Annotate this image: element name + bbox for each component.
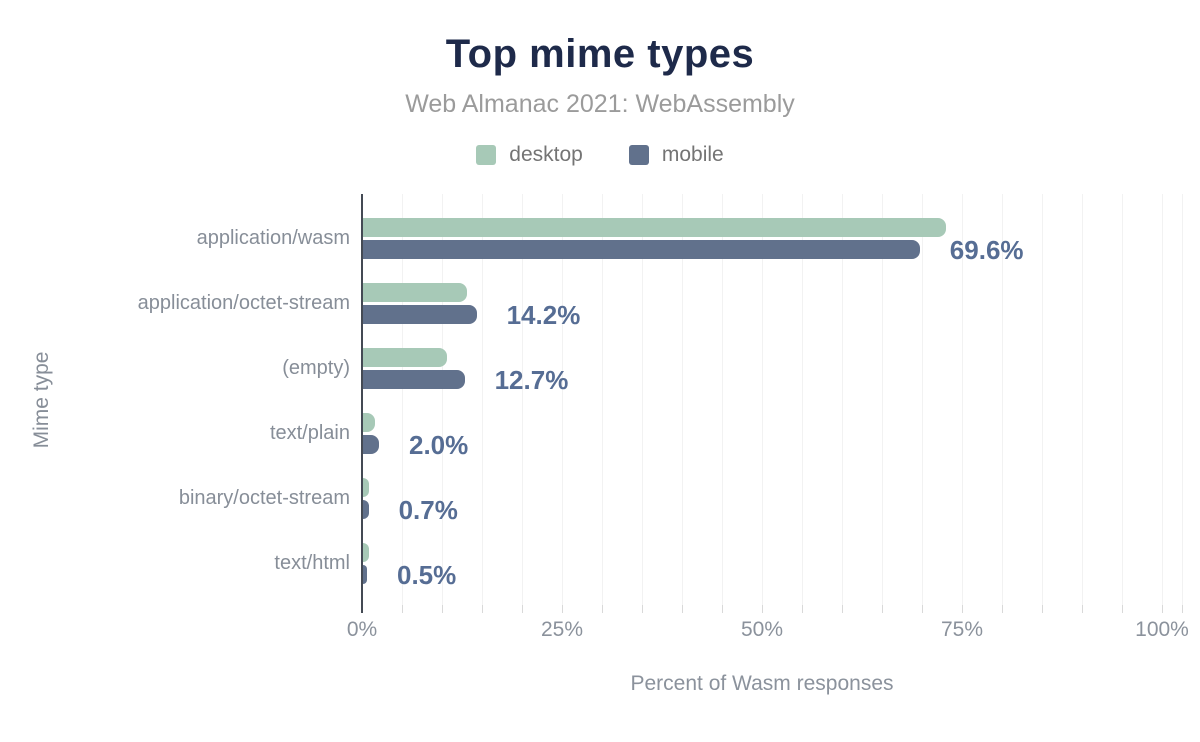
value-label: 2.0% — [409, 430, 469, 460]
x-tick — [962, 605, 963, 613]
gridline — [842, 194, 843, 605]
x-tick — [602, 605, 603, 613]
bar-mobile — [363, 305, 477, 324]
x-tick — [882, 605, 883, 613]
x-tick — [1162, 605, 1163, 613]
category-label: application/wasm — [196, 227, 350, 249]
x-tick — [642, 605, 643, 613]
x-tick — [842, 605, 843, 613]
legend-label-mobile: mobile — [661, 143, 724, 166]
value-label: 0.5% — [397, 560, 457, 590]
x-tick — [402, 605, 403, 613]
x-tick — [682, 605, 683, 613]
x-tick — [522, 605, 523, 613]
legend-label-desktop: desktop — [509, 143, 583, 166]
gridline — [522, 194, 523, 605]
legend: desktop mobile — [0, 143, 1200, 167]
bar-mobile — [363, 370, 465, 389]
gridline — [922, 194, 923, 605]
gridline — [762, 194, 763, 605]
gridline — [482, 194, 483, 605]
bar-desktop — [363, 543, 369, 562]
gridline — [1042, 194, 1043, 605]
bar-mobile — [363, 565, 367, 584]
gridline — [402, 194, 403, 605]
x-tick — [482, 605, 483, 613]
x-tick — [1002, 605, 1003, 613]
gridline — [442, 194, 443, 605]
y-axis-line — [361, 194, 363, 613]
gridline — [882, 194, 883, 605]
x-tick — [562, 605, 563, 613]
bar-mobile — [363, 435, 379, 454]
gridline — [802, 194, 803, 605]
gridline — [562, 194, 563, 605]
bar-desktop — [363, 348, 447, 367]
value-label: 0.7% — [398, 495, 458, 525]
x-tick — [1122, 605, 1123, 613]
gridline — [1162, 194, 1163, 605]
plot-area: Percent of Wasm responses 0% 25% 50% 75% 100… — [138, 194, 1189, 695]
category-label: binary/octet-stream — [178, 487, 350, 509]
legend-swatch-mobile-icon — [628, 145, 649, 165]
x-tick-label: 100% — [1135, 618, 1189, 641]
chart-subtitle: Web Almanac 2021: WebAssembly — [405, 90, 795, 118]
gridline — [722, 194, 723, 605]
bar-mobile — [363, 500, 369, 519]
category-label: (empty) — [282, 357, 350, 379]
category-label: text/html — [274, 552, 350, 574]
category-label: text/plain — [269, 422, 350, 444]
chart-title: Top mime types — [445, 32, 755, 76]
x-tick — [1182, 605, 1183, 613]
gridline — [1122, 194, 1123, 605]
x-tick — [802, 605, 803, 613]
gridline — [1002, 194, 1003, 605]
gridline — [682, 194, 683, 605]
bar-desktop — [363, 283, 467, 302]
gridline — [642, 194, 643, 605]
x-axis-title: Percent of Wasm responses — [630, 672, 894, 695]
x-tick — [762, 605, 763, 613]
gridline — [602, 194, 603, 605]
gridline — [1082, 194, 1083, 605]
x-tick-label: 75% — [940, 618, 984, 641]
gridline — [1182, 194, 1183, 605]
x-tick-label: 0% — [346, 618, 378, 641]
bar-desktop — [363, 413, 375, 432]
legend-item-desktop: desktop — [476, 143, 583, 167]
bar-mobile — [363, 240, 920, 259]
x-tick — [1082, 605, 1083, 613]
bar-desktop — [363, 218, 947, 237]
value-label: 69.6% — [949, 235, 1024, 265]
bar-desktop — [363, 478, 370, 497]
x-tick-label: 50% — [740, 618, 784, 641]
x-tick — [722, 605, 723, 613]
gridline — [962, 194, 963, 605]
legend-swatch-desktop-icon — [476, 145, 497, 165]
value-label: 14.2% — [506, 300, 581, 330]
x-tick-label: 25% — [540, 618, 584, 641]
category-label: application/octet-stream — [137, 292, 350, 314]
x-tick — [442, 605, 443, 613]
value-label: 12.7% — [494, 365, 569, 395]
legend-item-mobile: mobile — [628, 143, 724, 167]
x-tick — [922, 605, 923, 613]
x-tick — [1042, 605, 1043, 613]
